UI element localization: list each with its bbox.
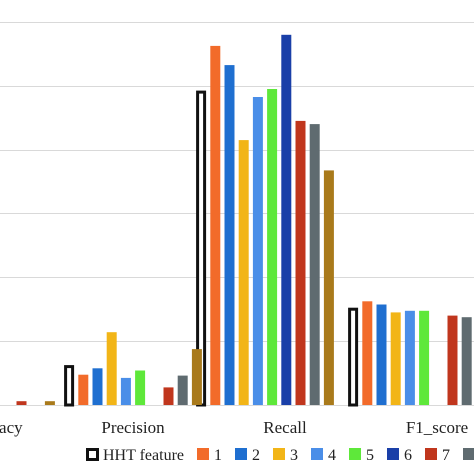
bar-8-recall (309, 124, 320, 405)
legend-label-3: 3 (290, 447, 298, 464)
legend-swatch-hht-feature (86, 448, 99, 461)
bar-9-accuracy (44, 401, 55, 405)
bar-7-accuracy (16, 401, 27, 405)
bar-2-recall (224, 65, 235, 405)
bar-1-recall (210, 45, 221, 406)
bar-4-precision (120, 377, 131, 405)
bar-8-f1_score (461, 317, 472, 405)
legend-label-6: 6 (404, 447, 412, 464)
category-label: racy (0, 418, 23, 437)
legend-label-2: 2 (252, 447, 260, 464)
bar-2-f1_score (376, 304, 387, 405)
legend-label-4: 4 (328, 447, 336, 464)
legend-swatch-3 (273, 448, 285, 460)
bar-9-precision (191, 349, 202, 405)
legend-label-hht-feature: HHT feature (103, 447, 184, 464)
legend-swatch-7 (425, 448, 437, 460)
bar-hht-feature-f1_score (348, 307, 359, 407)
bar-5-recall (267, 89, 278, 405)
bar-3-recall (238, 140, 249, 405)
bar-1-f1_score (362, 301, 373, 405)
legend-label-1: 1 (214, 447, 222, 464)
bar-7-recall (295, 120, 306, 406)
bar-7-f1_score (447, 315, 458, 405)
bar-4-recall (252, 97, 263, 405)
legend-swatch-6 (387, 448, 399, 460)
legend-swatch-5 (349, 448, 361, 460)
legend-swatch-1 (197, 448, 209, 460)
bar-5-precision (135, 370, 146, 405)
category-label: Recall (263, 418, 307, 437)
bar-4-f1_score (404, 310, 415, 405)
legend-label-5: 5 (366, 447, 374, 464)
bar-2-precision (92, 368, 103, 405)
category-label: Precision (101, 418, 165, 437)
bar-3-precision (106, 332, 117, 405)
legend-swatch-4 (311, 448, 323, 460)
bar-hht-feature-precision (64, 365, 75, 407)
bar-6-recall (281, 34, 292, 406)
legend-swatch-2 (235, 448, 247, 460)
bar-1-precision (78, 374, 89, 405)
category-label: F1_score (406, 418, 468, 437)
bar-3-f1_score (390, 312, 401, 405)
bar-7-precision (163, 387, 174, 405)
bar-9-recall (323, 170, 334, 405)
legend-label-7: 7 (442, 447, 450, 464)
legend-swatch-8 (463, 448, 474, 460)
bar-5-f1_score (419, 310, 430, 405)
bar-8-precision (177, 375, 188, 405)
